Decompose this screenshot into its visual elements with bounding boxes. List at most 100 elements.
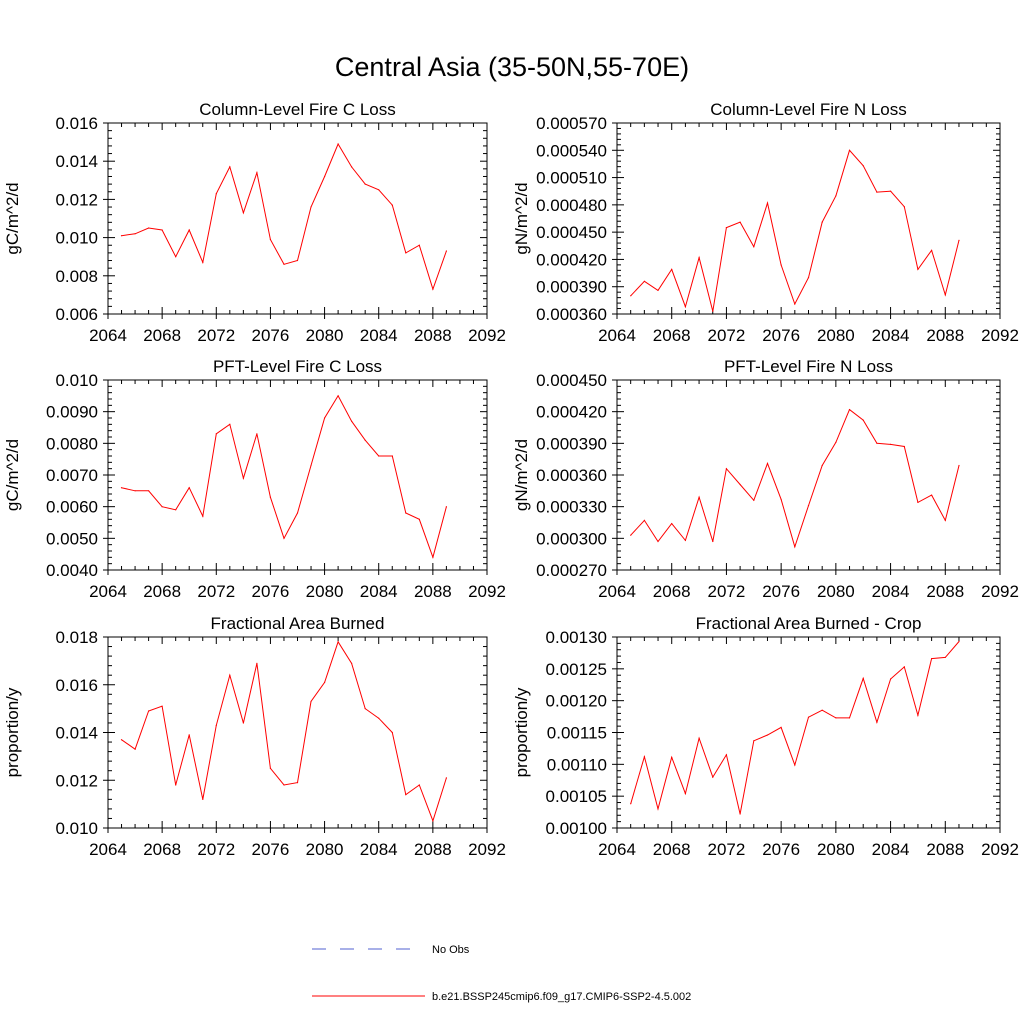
data-point [766, 462, 769, 464]
x-tick-label: 2068 [143, 840, 181, 859]
data-point [215, 433, 217, 435]
data-point [630, 295, 632, 297]
data-point [432, 820, 434, 822]
data-point [296, 782, 299, 784]
data-point [134, 748, 136, 750]
data-point [917, 501, 919, 503]
y-tick-label: 0.000390 [536, 434, 607, 453]
x-tick-label: 2080 [306, 582, 344, 601]
data-point [269, 767, 271, 769]
data-point [643, 756, 646, 758]
y-tick-label: 0.016 [55, 114, 98, 133]
data-point [378, 717, 380, 719]
data-point [807, 505, 810, 507]
y-axis-label: gC/m^2/d [3, 182, 22, 254]
data-point [202, 798, 204, 801]
data-point [202, 515, 204, 517]
data-point [821, 464, 823, 467]
data-point [364, 439, 366, 441]
data-point [229, 674, 231, 676]
x-tick-label: 2080 [817, 582, 855, 601]
x-tick-label: 2084 [872, 326, 910, 345]
data-point [351, 166, 353, 168]
x-tick-label: 2092 [981, 582, 1019, 601]
data-point [835, 441, 837, 443]
x-tick-label: 2064 [598, 840, 636, 859]
data-point [215, 193, 217, 195]
data-point [890, 190, 892, 192]
x-tick-label: 2088 [414, 326, 452, 345]
y-axis-label: gN/m^2/d [512, 182, 531, 254]
data-point [175, 784, 177, 786]
data-point [391, 204, 393, 206]
legend-model-label: b.e21.BSSP245cmip6.f09_g17.CMIP6-SSP2-4.… [432, 991, 691, 1003]
data-point [283, 263, 285, 265]
data-point [931, 249, 933, 251]
data-point [643, 519, 646, 522]
data-point [148, 227, 150, 229]
chart-panel-1: Column-Level Fire C Loss gC/m^2/d 2064 2068… [3, 100, 506, 345]
data-point [148, 710, 150, 712]
y-tick-label: 0.00105 [546, 787, 607, 806]
x-tick-label: 2072 [197, 840, 235, 859]
x-tick-label: 2084 [872, 582, 910, 601]
data-point [807, 716, 810, 718]
series-line [121, 394, 447, 559]
data-point [876, 721, 878, 723]
x-tick-label: 2088 [926, 840, 964, 859]
x-tick-label: 2068 [653, 326, 691, 345]
data-point [364, 183, 366, 185]
y-tick-label: 0.012 [55, 190, 98, 209]
data-point [337, 641, 339, 643]
data-point [780, 726, 782, 729]
data-point [684, 793, 687, 795]
data-point [862, 677, 864, 680]
data-point [794, 764, 796, 766]
data-point [698, 737, 700, 739]
y-tick-label: 0.000390 [536, 278, 607, 297]
data-point [283, 537, 285, 539]
x-tick-label: 2072 [708, 326, 746, 345]
x-tick-label: 2088 [414, 840, 452, 859]
data-point [148, 490, 150, 492]
data-point [188, 487, 190, 489]
data-point [657, 540, 659, 543]
y-tick-label: 0.000360 [536, 466, 607, 485]
data-point [418, 244, 420, 246]
legend: No Obs b.e21.BSSP245cmip6.f09_g17.CMIP6-… [312, 944, 691, 1003]
data-point [835, 195, 837, 197]
data-point [684, 306, 687, 308]
y-axis-label: gN/m^2/d [512, 439, 531, 511]
x-tick-label: 2076 [252, 326, 290, 345]
data-point [712, 310, 714, 312]
y-tick-label: 0.000570 [536, 114, 607, 133]
y-tick-label: 0.0090 [46, 403, 98, 422]
data-point [698, 257, 700, 259]
chart-title: Fractional Area Burned - Crop [696, 614, 922, 633]
y-tick-label: 0.00110 [547, 755, 607, 774]
data-point [766, 734, 769, 736]
x-tick-label: 2080 [817, 326, 855, 345]
chart-title: Fractional Area Burned [211, 614, 385, 633]
x-tick-label: 2064 [89, 840, 127, 859]
data-point [739, 483, 741, 486]
data-point [862, 419, 864, 421]
data-point [283, 784, 285, 786]
data-point [337, 395, 339, 397]
series-line [121, 640, 447, 823]
data-point [202, 261, 204, 263]
data-point [630, 534, 632, 536]
data-point [944, 519, 946, 522]
chart-panel-2: Column-Level Fire N Loss gN/m^2/d 2064 2068… [512, 100, 1019, 345]
data-point [739, 813, 741, 815]
data-point [931, 494, 933, 496]
data-point [378, 455, 380, 457]
x-tick-label: 2084 [360, 582, 398, 601]
y-tick-label: 0.00120 [546, 692, 607, 711]
x-tick-label: 2068 [653, 840, 691, 859]
data-point [903, 666, 905, 668]
data-point [698, 496, 700, 498]
data-point [161, 705, 163, 707]
y-tick-label: 0.0070 [46, 466, 98, 485]
data-point [310, 206, 312, 208]
